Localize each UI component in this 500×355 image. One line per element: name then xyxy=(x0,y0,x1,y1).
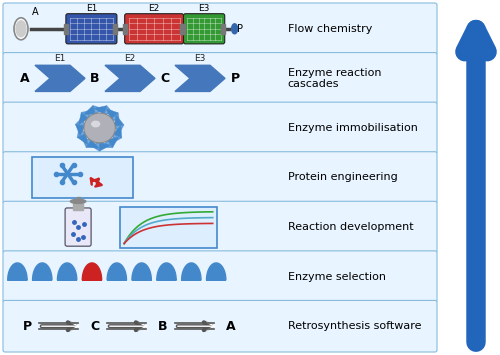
Polygon shape xyxy=(206,263,226,280)
Bar xyxy=(73,203,83,210)
Polygon shape xyxy=(107,263,126,280)
Polygon shape xyxy=(35,65,85,92)
Polygon shape xyxy=(78,129,86,137)
Polygon shape xyxy=(92,106,102,114)
Polygon shape xyxy=(32,263,52,280)
FancyBboxPatch shape xyxy=(65,208,91,246)
Text: B: B xyxy=(90,72,100,85)
FancyBboxPatch shape xyxy=(184,14,224,44)
Ellipse shape xyxy=(14,18,28,40)
Polygon shape xyxy=(83,139,92,147)
Polygon shape xyxy=(76,118,85,126)
Bar xyxy=(113,24,117,34)
Ellipse shape xyxy=(16,21,26,37)
Text: Enzyme immobilisation: Enzyme immobilisation xyxy=(288,123,418,133)
Polygon shape xyxy=(114,115,124,126)
Polygon shape xyxy=(157,263,176,280)
Ellipse shape xyxy=(84,113,116,143)
Bar xyxy=(64,24,68,34)
Polygon shape xyxy=(82,263,102,280)
FancyBboxPatch shape xyxy=(3,152,437,203)
Polygon shape xyxy=(114,125,124,133)
Text: A: A xyxy=(20,72,30,85)
Text: Protein engineering: Protein engineering xyxy=(288,173,397,182)
Text: E2: E2 xyxy=(148,4,160,13)
Text: C: C xyxy=(160,72,170,85)
Polygon shape xyxy=(58,263,77,280)
Polygon shape xyxy=(86,140,99,148)
Bar xyxy=(76,197,80,199)
Polygon shape xyxy=(105,65,155,92)
Text: B: B xyxy=(158,320,168,333)
Polygon shape xyxy=(113,134,122,142)
Polygon shape xyxy=(76,125,85,136)
FancyBboxPatch shape xyxy=(3,201,437,253)
Text: E1: E1 xyxy=(86,4,97,13)
Polygon shape xyxy=(182,263,201,280)
Polygon shape xyxy=(103,140,113,147)
FancyBboxPatch shape xyxy=(3,3,437,55)
Polygon shape xyxy=(113,125,122,137)
Polygon shape xyxy=(132,263,152,280)
FancyBboxPatch shape xyxy=(32,157,133,198)
Ellipse shape xyxy=(92,121,100,127)
Text: Retrosynthesis software: Retrosynthesis software xyxy=(288,321,421,331)
Text: Enzyme selection: Enzyme selection xyxy=(288,272,386,282)
Polygon shape xyxy=(108,137,119,147)
FancyBboxPatch shape xyxy=(66,14,117,44)
Text: E3: E3 xyxy=(198,4,210,13)
Text: Reaction development: Reaction development xyxy=(288,222,413,232)
Polygon shape xyxy=(78,113,88,125)
Bar xyxy=(182,24,186,34)
Polygon shape xyxy=(175,65,225,92)
Bar xyxy=(122,24,126,34)
FancyBboxPatch shape xyxy=(120,207,216,247)
Polygon shape xyxy=(81,111,90,119)
Text: Enzyme reaction
cascades: Enzyme reaction cascades xyxy=(288,67,381,89)
Polygon shape xyxy=(84,106,96,114)
FancyBboxPatch shape xyxy=(3,251,437,302)
Polygon shape xyxy=(104,106,112,114)
Polygon shape xyxy=(94,106,106,114)
Text: E3: E3 xyxy=(194,54,205,63)
Polygon shape xyxy=(8,263,27,280)
Ellipse shape xyxy=(232,24,237,34)
FancyBboxPatch shape xyxy=(124,14,184,44)
FancyBboxPatch shape xyxy=(3,102,437,154)
Text: Flow chemistry: Flow chemistry xyxy=(288,24,372,34)
Text: A: A xyxy=(226,320,236,333)
Text: E2: E2 xyxy=(124,54,136,63)
Polygon shape xyxy=(92,142,100,151)
Text: P: P xyxy=(236,24,242,34)
Polygon shape xyxy=(106,109,118,119)
Text: C: C xyxy=(90,320,100,333)
Bar xyxy=(220,24,224,34)
Text: A: A xyxy=(32,7,38,17)
FancyBboxPatch shape xyxy=(3,300,437,352)
FancyBboxPatch shape xyxy=(3,53,437,104)
Polygon shape xyxy=(78,134,88,145)
Bar xyxy=(180,24,184,34)
Polygon shape xyxy=(100,142,111,151)
Polygon shape xyxy=(111,113,119,122)
Ellipse shape xyxy=(70,199,86,203)
Text: P: P xyxy=(22,320,32,333)
Text: P: P xyxy=(230,72,239,85)
Text: E1: E1 xyxy=(54,54,66,63)
